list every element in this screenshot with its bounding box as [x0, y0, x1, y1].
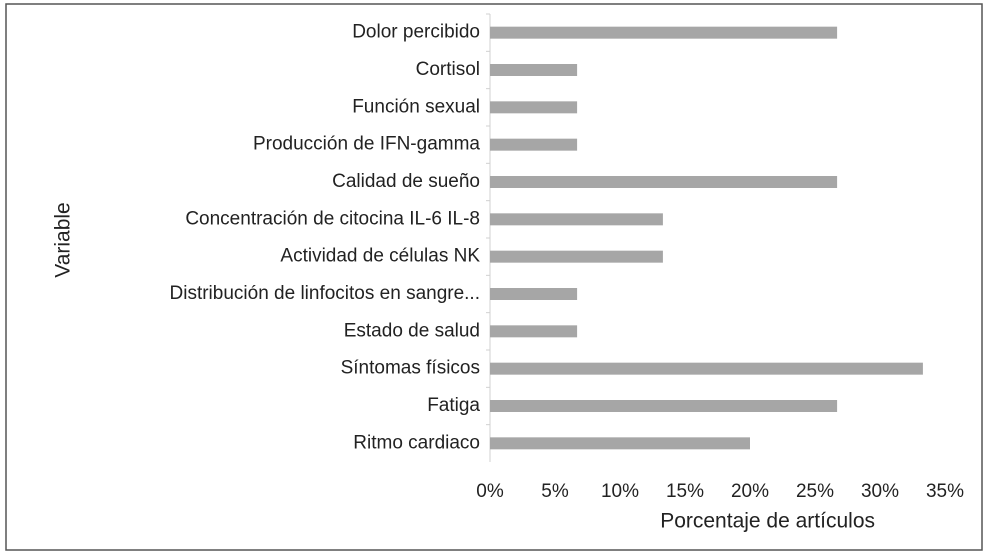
- bar: [490, 176, 838, 188]
- chart-border: [5, 3, 983, 551]
- bar: [490, 437, 750, 450]
- y-tick-label: Concentración de citocina IL-6 IL-8: [185, 208, 480, 229]
- y-tick-label: Ritmo cardiaco: [353, 432, 480, 453]
- x-tick-label: 25%: [796, 481, 834, 502]
- x-tick-label: 0%: [476, 481, 504, 502]
- y-tick-label: Síntomas físicos: [341, 358, 480, 379]
- bar: [490, 101, 578, 114]
- bar: [490, 250, 663, 263]
- x-tick-label: 15%: [666, 481, 704, 502]
- y-tick-label: Calidad de sueño: [332, 171, 480, 192]
- x-tick-label: 20%: [731, 481, 769, 502]
- y-tick-label: Cortisol: [416, 59, 480, 80]
- y-tick-label: Distribución de linfocitos en sangre...: [170, 283, 481, 304]
- x-tick-label: 35%: [926, 481, 964, 502]
- bar: [490, 400, 838, 412]
- bar: [490, 26, 838, 39]
- x-tick-label: 5%: [541, 481, 569, 502]
- x-tick-label: 30%: [861, 481, 899, 502]
- x-axis-label: Porcentaje de artículos: [660, 510, 875, 533]
- y-tick-label: Estado de salud: [344, 320, 480, 341]
- y-tick-label: Producción de IFN-gamma: [253, 134, 480, 155]
- y-axis-label: Variable: [52, 202, 75, 278]
- bar: [490, 138, 578, 151]
- bar: [490, 288, 578, 300]
- bar: [490, 64, 578, 76]
- bar: [490, 325, 578, 338]
- x-tick-label: 10%: [601, 481, 639, 502]
- bar: [490, 213, 663, 226]
- y-tick-label: Actividad de células NK: [280, 246, 480, 267]
- bar: [490, 362, 923, 375]
- y-tick-label: Fatiga: [427, 395, 480, 416]
- y-tick-label: Función sexual: [352, 96, 480, 117]
- y-tick-label: Dolor percibido: [352, 22, 480, 43]
